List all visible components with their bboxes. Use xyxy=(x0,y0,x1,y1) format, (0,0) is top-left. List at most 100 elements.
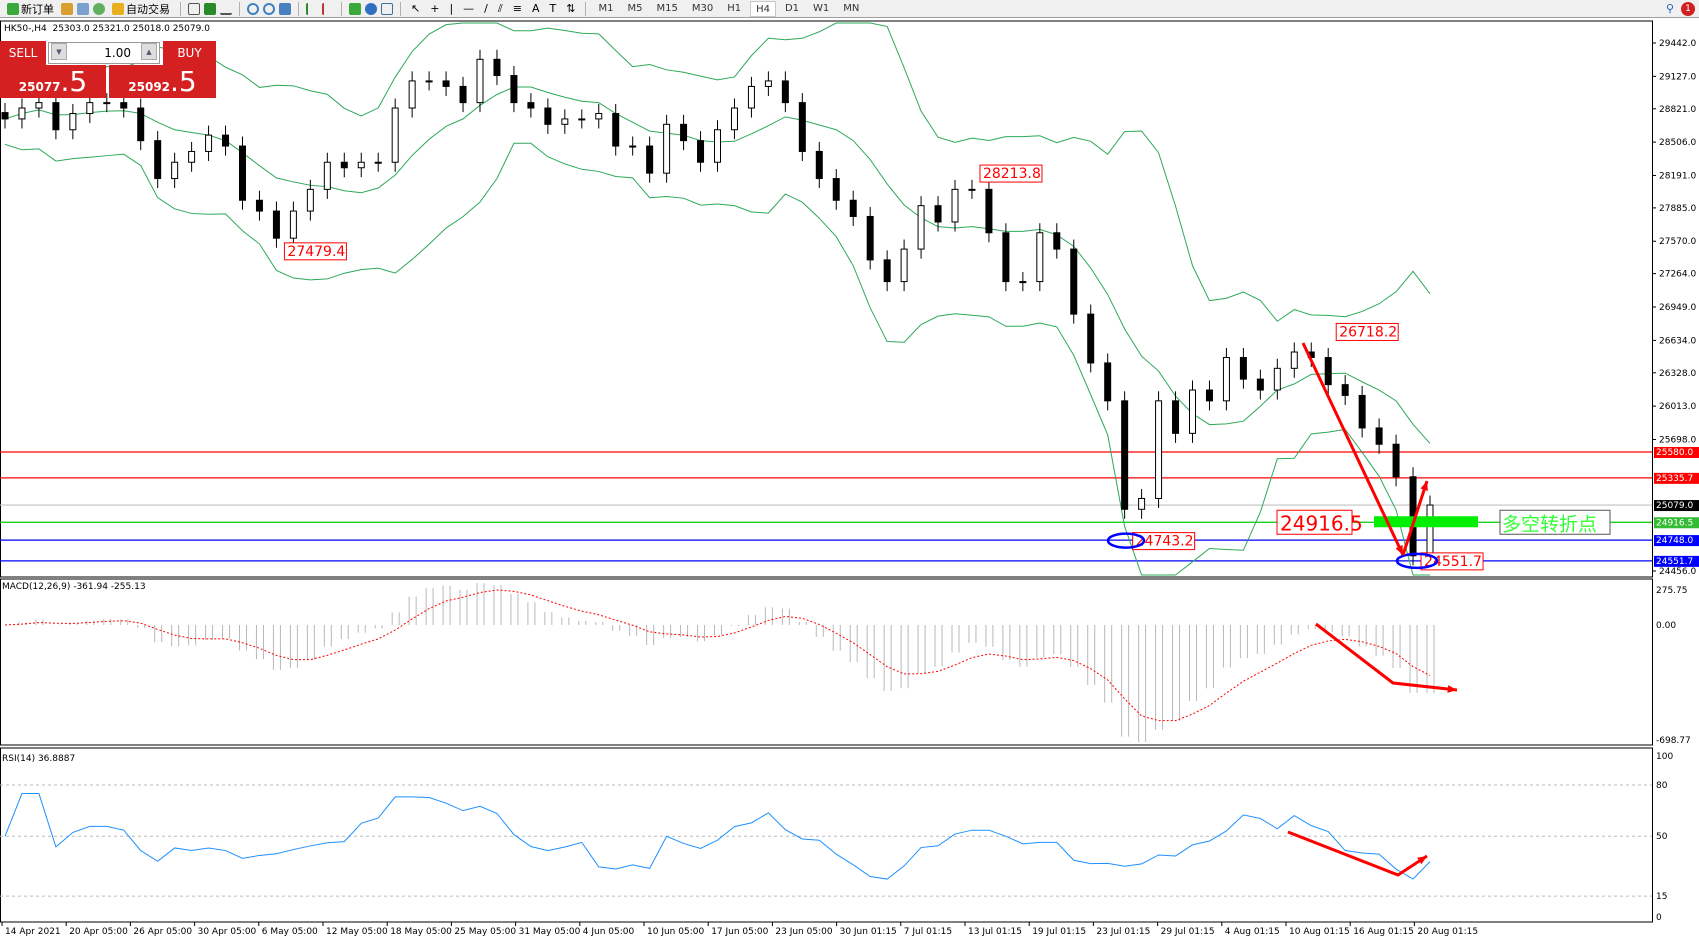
channel-icon[interactable]: ⫽ xyxy=(497,1,503,15)
sell-price[interactable]: 25077.5 xyxy=(0,65,106,98)
candle xyxy=(832,178,840,201)
arrows-icon[interactable]: ⇅ xyxy=(566,2,576,15)
new-order-button[interactable]: 新订单 xyxy=(4,1,57,17)
price-axis-label: 27885.0 xyxy=(1659,204,1696,214)
buy-price[interactable]: 25092.5 xyxy=(109,65,216,98)
time-axis-label: 14 Apr 2021 xyxy=(5,927,61,937)
chart-shift-icon[interactable] xyxy=(322,2,334,15)
auto-trading-button[interactable]: 自动交易 xyxy=(109,1,173,17)
lot-decrease-button[interactable]: ▼ xyxy=(51,43,67,60)
bollinger-upper xyxy=(4,22,1431,322)
rsi-line xyxy=(4,793,1431,880)
timeframe-m30[interactable]: M30 xyxy=(691,2,714,14)
candle xyxy=(239,145,246,201)
lot-size-input[interactable]: 1.00 xyxy=(48,42,160,64)
timeframe-d1[interactable]: D1 xyxy=(784,2,800,14)
macd-axis-label: -698.77 xyxy=(1656,736,1691,746)
price-axis-label: 24456.0 xyxy=(1659,567,1696,577)
candle xyxy=(1290,351,1298,369)
candle xyxy=(1222,357,1230,402)
rsi-axis-label: 80 xyxy=(1656,781,1668,791)
time-axis-label: 10 Aug 01:15 xyxy=(1289,927,1350,937)
candle xyxy=(544,107,552,125)
price-axis-label: 25698.0 xyxy=(1659,435,1696,445)
timeframe-w1[interactable]: W1 xyxy=(813,2,830,14)
rsi-label: RSI(14) 36.8887 xyxy=(2,754,75,764)
tile-windows-icon[interactable] xyxy=(279,2,291,15)
vertical-line-icon[interactable]: | xyxy=(449,2,454,15)
cursor-icon[interactable]: ↖ xyxy=(411,2,421,15)
candle xyxy=(323,161,331,190)
timeframe-m5[interactable]: M5 xyxy=(627,2,643,14)
candle xyxy=(289,210,297,239)
price-label: 24743.2 xyxy=(1136,534,1194,550)
candle xyxy=(272,210,280,239)
line-chart-icon[interactable] xyxy=(220,3,232,15)
candle xyxy=(391,107,399,163)
time-axis-label: 23 Jun 05:00 xyxy=(775,927,832,937)
price-tag-label: 24748.0 xyxy=(1656,536,1693,546)
candle-chart-icon[interactable] xyxy=(204,2,216,15)
bar-chart-icon[interactable] xyxy=(188,2,200,15)
candle xyxy=(459,85,467,104)
time-axis-label: 17 Jun 05:00 xyxy=(711,927,768,937)
zoom-out-icon[interactable] xyxy=(263,2,275,15)
candle xyxy=(205,134,213,152)
candle xyxy=(595,113,603,120)
crosshair-icon[interactable]: + xyxy=(430,2,440,15)
candle xyxy=(1205,389,1213,402)
zoom-in-icon[interactable] xyxy=(247,2,259,15)
templates-icon[interactable] xyxy=(381,2,393,15)
candle xyxy=(646,145,654,174)
candle xyxy=(374,161,382,164)
gold-icon[interactable] xyxy=(61,2,73,15)
text-icon[interactable]: A xyxy=(532,2,540,15)
macd-label: MACD(12,26,9) -361.94 -255.13 xyxy=(2,582,146,592)
sell-button[interactable]: SELL xyxy=(0,41,46,65)
price-axis-label: 29442.0 xyxy=(1659,39,1696,49)
auto-trading-icon xyxy=(112,2,124,15)
candle xyxy=(1426,504,1434,557)
timeframe-mn[interactable]: MN xyxy=(843,2,860,14)
time-axis-label: 30 Jun 01:15 xyxy=(840,927,897,937)
lot-increase-button[interactable]: ▲ xyxy=(141,43,157,60)
candle xyxy=(1155,400,1163,499)
price-label-box xyxy=(1420,552,1484,571)
indicators-icon[interactable] xyxy=(349,2,361,15)
candle xyxy=(815,150,823,180)
up-arrow xyxy=(1401,480,1429,556)
trendline-icon[interactable]: / xyxy=(484,2,488,15)
horizontal-line-icon[interactable]: — xyxy=(463,2,475,15)
timeframe-h4[interactable]: H4 xyxy=(750,0,776,17)
time-axis-label: 25 May 05:00 xyxy=(454,927,516,937)
candle xyxy=(1138,497,1146,510)
timeframe-h1[interactable]: H1 xyxy=(727,2,742,14)
candle xyxy=(120,102,128,109)
symbol-label: HK50-,H4 xyxy=(4,24,47,34)
fibonacci-icon[interactable]: ≡ xyxy=(512,2,522,15)
periods-icon[interactable] xyxy=(365,2,377,15)
big-price-label: 24916.5 xyxy=(1280,511,1363,535)
search-icon[interactable]: ⚲ xyxy=(1665,2,1674,15)
buy-button[interactable]: BUY xyxy=(163,41,216,65)
candle xyxy=(764,80,772,87)
candle xyxy=(18,107,26,120)
history-icon[interactable] xyxy=(77,2,89,15)
price-axis-label: 28506.0 xyxy=(1659,138,1696,148)
candle xyxy=(578,118,586,121)
rsi-divergence-arrow xyxy=(1287,830,1428,877)
candle xyxy=(1324,357,1332,386)
text-label-icon[interactable]: T xyxy=(549,2,557,15)
candle xyxy=(629,145,637,148)
new-order-label: 新订单 xyxy=(21,2,54,16)
signal-icon[interactable] xyxy=(93,2,105,15)
auto-scroll-icon[interactable] xyxy=(306,2,318,15)
candle xyxy=(561,118,569,125)
price-tag xyxy=(1654,535,1699,547)
notification-badge[interactable]: 1 xyxy=(1681,1,1695,16)
timeframe-m15[interactable]: M15 xyxy=(656,2,678,14)
candle xyxy=(86,102,94,115)
timeframe-m1[interactable]: M1 xyxy=(598,2,614,14)
candle xyxy=(849,199,857,217)
